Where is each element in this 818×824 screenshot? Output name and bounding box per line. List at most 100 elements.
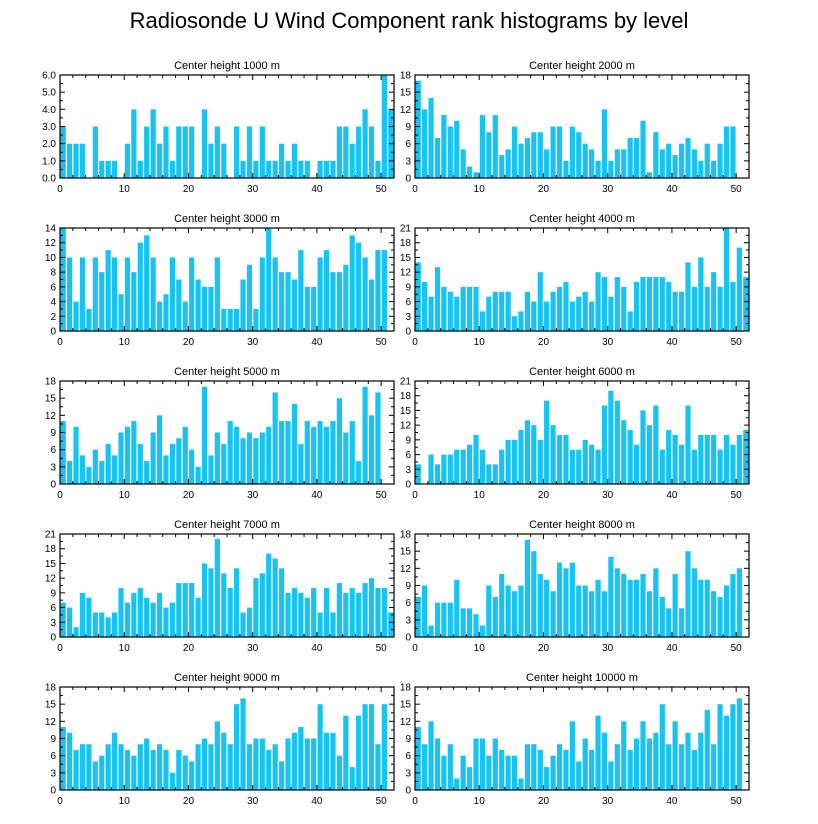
histogram-bar bbox=[246, 607, 253, 637]
histogram-bar bbox=[368, 415, 375, 484]
histogram-bar bbox=[304, 738, 310, 790]
histogram-bar bbox=[447, 602, 453, 637]
histogram-bar bbox=[422, 744, 428, 790]
histogram-bar bbox=[381, 75, 387, 178]
x-tick-label: 40 bbox=[311, 796, 323, 807]
histogram-bar bbox=[105, 617, 111, 637]
histogram-bar bbox=[124, 143, 131, 178]
histogram-panel: Center height 9000 m 0 10 20 30 40 50 0 3 6 9 12 15 1… bbox=[45, 672, 395, 807]
histogram-bar bbox=[356, 242, 362, 331]
histogram-bar bbox=[266, 426, 272, 484]
histogram-bar bbox=[466, 286, 473, 331]
histogram-bar bbox=[311, 426, 317, 484]
y-tick-label: 9 bbox=[50, 734, 56, 745]
histogram-bar bbox=[601, 732, 608, 790]
x-tick-label: 0 bbox=[412, 337, 418, 348]
histogram-bar bbox=[99, 272, 105, 331]
histogram-bar bbox=[189, 126, 195, 178]
histogram-bar bbox=[698, 160, 704, 178]
histogram-bar bbox=[434, 464, 441, 484]
histogram-bar bbox=[511, 591, 518, 637]
histogram-bar bbox=[466, 444, 473, 484]
histogram-bar bbox=[691, 286, 698, 331]
histogram-bar bbox=[368, 279, 375, 331]
histogram-panel: Center height 6000 m 0 10 20 30 40 50 0 3 6 9 12 15 1… bbox=[400, 366, 750, 501]
x-tick-label: 0 bbox=[412, 643, 418, 654]
x-tick-label: 50 bbox=[731, 643, 743, 654]
histogram-bar bbox=[730, 444, 736, 484]
histogram-bar bbox=[176, 279, 182, 331]
histogram-bar bbox=[246, 432, 253, 484]
histogram-bar bbox=[227, 587, 233, 637]
histogram-bar bbox=[214, 432, 220, 484]
chart-title: Radiosonde U Wind Component rank histogr… bbox=[129, 8, 689, 33]
histogram-bar bbox=[621, 286, 627, 331]
histogram-bar bbox=[563, 281, 569, 331]
histogram-bar bbox=[621, 420, 627, 484]
histogram-bar bbox=[544, 400, 550, 484]
histogram-bar bbox=[460, 149, 466, 178]
histogram-bar bbox=[323, 426, 330, 484]
histogram-bar bbox=[717, 286, 723, 331]
histogram-bar bbox=[499, 449, 505, 484]
histogram-bar bbox=[537, 574, 543, 637]
x-tick-label: 30 bbox=[602, 643, 614, 654]
histogram-bar bbox=[614, 400, 620, 484]
histogram-bar bbox=[118, 294, 124, 331]
x-tick-label: 50 bbox=[376, 184, 388, 195]
histogram-bar bbox=[227, 744, 233, 790]
histogram-bar bbox=[336, 126, 343, 178]
histogram-bar bbox=[304, 286, 310, 331]
histogram-bar bbox=[544, 579, 550, 637]
histogram-bar bbox=[730, 281, 736, 331]
histogram-bar bbox=[156, 592, 163, 637]
histogram-bar bbox=[137, 587, 143, 637]
histogram-bar bbox=[131, 755, 137, 790]
x-tick-label: 40 bbox=[666, 184, 678, 195]
histogram-bar bbox=[201, 286, 208, 331]
y-tick-label: 0 bbox=[405, 327, 411, 338]
histogram-bar bbox=[356, 461, 362, 484]
histogram-bar bbox=[201, 563, 208, 637]
histogram-bar bbox=[428, 97, 434, 178]
histogram-bar bbox=[466, 608, 473, 637]
histogram-bar bbox=[550, 126, 556, 178]
y-tick-label: 12 bbox=[45, 574, 57, 585]
histogram-bar bbox=[428, 625, 434, 637]
histogram-bar bbox=[550, 425, 556, 484]
histogram-bar bbox=[640, 410, 646, 484]
histogram-bar bbox=[499, 574, 505, 637]
histogram-bar bbox=[291, 732, 298, 790]
y-tick-label: 15 bbox=[45, 559, 57, 570]
y-tick-label: 15 bbox=[45, 700, 57, 711]
histogram-bar bbox=[60, 421, 66, 484]
histogram-bar bbox=[118, 744, 124, 790]
histogram-bar bbox=[434, 137, 441, 178]
histogram-bar bbox=[368, 578, 375, 637]
histogram-bar bbox=[381, 587, 387, 637]
y-tick-label: 6 bbox=[405, 139, 411, 150]
histogram-bar bbox=[79, 455, 86, 484]
histogram-bar bbox=[415, 464, 421, 484]
histogram-bar bbox=[460, 286, 466, 331]
histogram-bar bbox=[298, 443, 304, 484]
histogram-bar bbox=[272, 160, 278, 178]
y-tick-label: 3 bbox=[405, 312, 411, 323]
y-tick-label: 18 bbox=[400, 683, 412, 694]
histogram-bar bbox=[330, 612, 336, 637]
histogram-bar bbox=[86, 308, 92, 331]
y-tick-label: 0 bbox=[50, 633, 56, 644]
histogram-bar bbox=[595, 715, 601, 790]
histogram-bar bbox=[163, 294, 169, 331]
histogram-bar bbox=[368, 126, 375, 178]
histogram-bar bbox=[633, 579, 640, 637]
histogram-bar bbox=[441, 454, 447, 484]
histogram-bar bbox=[131, 421, 137, 484]
histogram-bar bbox=[454, 120, 460, 178]
histogram-bar bbox=[343, 715, 349, 790]
histogram-bar bbox=[672, 721, 678, 790]
x-tick-label: 30 bbox=[247, 643, 259, 654]
histogram-bar bbox=[640, 574, 646, 637]
histogram-bar bbox=[544, 301, 550, 331]
histogram-bar bbox=[608, 556, 614, 637]
